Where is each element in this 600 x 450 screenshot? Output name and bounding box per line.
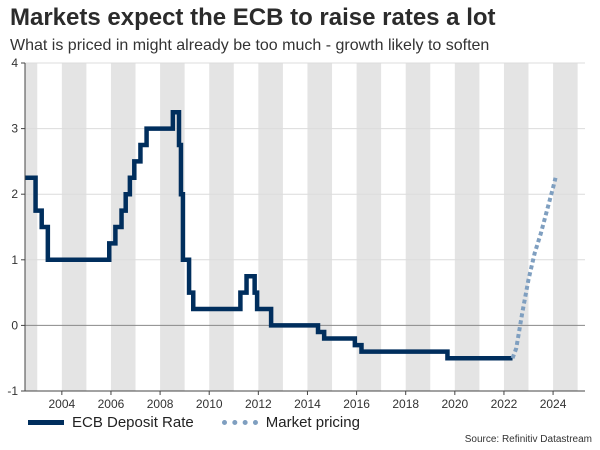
year-band-2012	[258, 63, 283, 391]
x-tick-label: 2022	[491, 397, 518, 411]
series-lines	[25, 109, 558, 361]
chart-subtitle: What is priced in might already be too m…	[10, 37, 490, 54]
x-tick-label: 2018	[392, 397, 419, 411]
x-tick-label: 2016	[343, 397, 370, 411]
legend-swatch-dotted	[221, 420, 258, 425]
y-tick-label: 1	[11, 253, 18, 267]
year-band-2020	[454, 63, 480, 391]
x-tick-label: 2024	[540, 397, 567, 411]
x-tick-label: 2004	[48, 397, 75, 411]
x-tick-label: 2014	[294, 397, 321, 411]
year-band-2016	[356, 63, 382, 391]
year-band-2010	[209, 63, 234, 391]
series-line-1	[510, 177, 558, 359]
year-band-2018	[405, 63, 431, 391]
x-tick-label: 2012	[245, 397, 272, 411]
source-note: Source: Refinitiv Datastream	[464, 434, 592, 445]
y-tick-label: 4	[11, 56, 18, 70]
series-line-0	[25, 109, 513, 361]
year-band-2014	[307, 63, 333, 391]
grid-lines	[25, 62, 585, 392]
legend-item-market: Market pricing	[221, 414, 360, 431]
x-tick-label: 2008	[147, 397, 174, 411]
y-tick-label: 0	[11, 318, 18, 332]
y-tick-label: -1	[7, 384, 18, 398]
legend-item-deposit: ECB Deposit Rate	[28, 414, 194, 431]
legend-swatch-solid	[28, 420, 64, 425]
legend: ECB Deposit Rate Market pricing	[28, 414, 388, 431]
chart-title: Markets expect the ECB to raise rates a …	[10, 4, 496, 31]
y-tick-label: 2	[11, 187, 18, 201]
year-band-2024	[553, 63, 578, 391]
axes: -1 0 1 2 3 4 2004 2006 2008 2010 2012 2014 2016 2018 2…	[7, 56, 585, 411]
legend-label-deposit: ECB Deposit Rate	[72, 414, 194, 431]
x-tick-label: 2010	[196, 397, 223, 411]
year-bands	[25, 63, 578, 391]
year-band-2004	[61, 63, 87, 391]
y-tick-label: 3	[11, 122, 18, 136]
year-band-2002	[25, 63, 38, 391]
x-tick-label: 2006	[98, 397, 125, 411]
legend-label-market: Market pricing	[265, 414, 360, 431]
year-band-2022	[503, 63, 529, 391]
x-tick-label: 2020	[441, 397, 468, 411]
